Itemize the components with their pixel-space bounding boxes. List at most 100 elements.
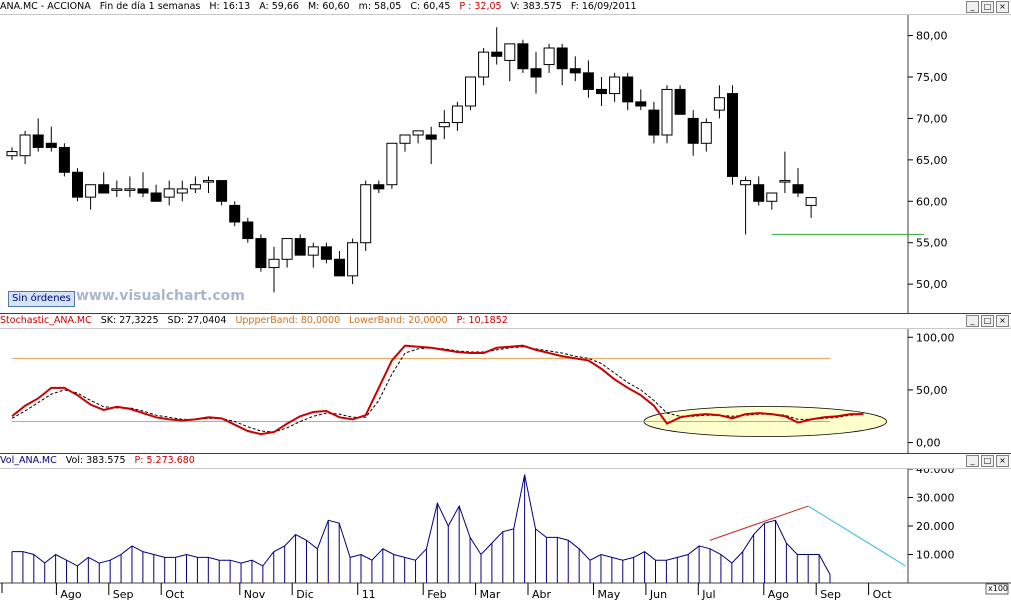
candle-body[interactable] <box>124 188 136 191</box>
stoch-minimize-button[interactable]: _ <box>966 315 979 327</box>
candle-body[interactable] <box>609 76 621 95</box>
candle-body[interactable] <box>6 151 18 157</box>
x-tick-label: Jun <box>649 588 667 601</box>
volume-panel: Vol_ANA.MC Vol: 383.575 P: 5.273.680 _ □… <box>0 453 1011 601</box>
close-button[interactable]: × <box>996 1 1009 13</box>
trend-down-line <box>807 505 906 567</box>
candle-body[interactable] <box>268 258 280 269</box>
stoch-name: Stochastic_ANA.MC <box>0 315 92 326</box>
candle-body[interactable] <box>805 197 817 206</box>
candle-body[interactable] <box>85 184 97 198</box>
x-tick-label: 11 <box>362 588 376 601</box>
candle-body[interactable] <box>386 142 398 186</box>
maximize-button[interactable]: □ <box>981 1 994 13</box>
vol-minimize-button[interactable]: _ <box>966 455 979 467</box>
candle-body[interactable] <box>176 188 188 194</box>
candle-body[interactable] <box>530 68 542 78</box>
candle-body[interactable] <box>307 246 319 256</box>
candle-body[interactable] <box>635 101 647 107</box>
candle-body[interactable] <box>543 47 555 66</box>
candle-body[interactable] <box>582 72 594 90</box>
x-tick-label: Ago <box>768 588 790 601</box>
candle-body[interactable] <box>622 76 634 103</box>
candle-body[interactable] <box>45 142 57 148</box>
price-ytick-label: 55,00 <box>916 237 948 250</box>
candle-body[interactable] <box>255 238 267 269</box>
candle-body[interactable] <box>347 242 359 277</box>
candle-body[interactable] <box>19 134 31 157</box>
candle-body[interactable] <box>98 184 110 194</box>
candle-body[interactable] <box>360 184 372 244</box>
candle-body[interactable] <box>150 192 162 202</box>
date-label: F: 16/09/2011 <box>570 1 637 12</box>
price-ytick-label: 75,00 <box>916 71 948 84</box>
price-ytick-label: 60,00 <box>916 195 948 208</box>
volume-chart[interactable]: 40.000 30.000 20.000 10.000 Ago Sep Oct Nov Dic 1… <box>0 469 1011 601</box>
candle-body[interactable] <box>740 180 752 186</box>
candle-body[interactable] <box>648 109 660 136</box>
candle-body[interactable] <box>72 171 83 198</box>
candle-body[interactable] <box>753 184 765 202</box>
candle-body[interactable] <box>111 188 123 191</box>
price-chart[interactable]: 80,00 75,00 70,00 65,00 60,00 55,00 50,00 <box>0 15 1011 313</box>
candle-body[interactable] <box>32 134 44 148</box>
max-label: M: 60,60 <box>307 1 350 12</box>
candle-body[interactable] <box>687 117 699 144</box>
min-label: m: 58,05 <box>358 1 402 12</box>
candle-body[interactable] <box>229 204 241 223</box>
scale-label: x100 <box>988 584 1008 593</box>
stochastic-chart[interactable]: 100,00 50,00 0,00 <box>0 329 1011 454</box>
candle-body[interactable] <box>58 146 70 173</box>
candle-body[interactable] <box>189 184 201 190</box>
candle-body[interactable] <box>569 68 581 74</box>
candle-body[interactable] <box>163 188 175 198</box>
candle-body[interactable] <box>700 122 712 144</box>
vol-ytick-label: 40.000 <box>916 469 955 476</box>
candle-body[interactable] <box>137 188 149 194</box>
candle-body[interactable] <box>713 97 725 111</box>
x-tick-label: Ago <box>60 588 82 601</box>
vol-close-button[interactable]: × <box>996 455 1009 467</box>
candle-body[interactable] <box>294 238 306 256</box>
candle-body[interactable] <box>491 51 503 57</box>
candle-body[interactable] <box>661 88 673 136</box>
stoch-close-button[interactable]: × <box>996 315 1009 327</box>
candle-body[interactable] <box>451 105 463 124</box>
candle-body[interactable] <box>779 180 791 183</box>
price-ytick-label: 50,00 <box>916 278 948 291</box>
price-ytick-label: 65,00 <box>916 154 948 167</box>
x-tick-label: Jul <box>701 588 715 601</box>
candle-body[interactable] <box>320 246 332 260</box>
candle-body[interactable] <box>216 180 228 202</box>
no-orders-button[interactable]: Sin órdenes <box>8 291 75 307</box>
minimize-button[interactable]: _ <box>966 1 979 13</box>
stoch-lower: LowerBand: 20,0000 <box>349 315 448 326</box>
candle-body[interactable] <box>242 221 254 240</box>
candle-body[interactable] <box>203 180 214 183</box>
candle-body[interactable] <box>373 184 385 190</box>
candle-body[interactable] <box>334 258 345 277</box>
candle-body[interactable] <box>766 192 778 202</box>
stoch-sk-line <box>11 344 864 436</box>
candle-body[interactable] <box>517 43 529 70</box>
candle-body[interactable] <box>727 93 738 177</box>
candle-body[interactable] <box>399 134 411 144</box>
vol-ytick-label: 10.000 <box>916 549 955 562</box>
price-ytick-label: 70,00 <box>916 112 948 125</box>
candle-body[interactable] <box>281 238 293 260</box>
candle-body[interactable] <box>438 122 450 128</box>
candle-body[interactable] <box>412 130 424 136</box>
candle-body[interactable] <box>465 76 476 107</box>
candle-body[interactable] <box>556 47 568 70</box>
stoch-maximize-button[interactable]: □ <box>981 315 994 327</box>
candle-body[interactable] <box>504 43 516 61</box>
watermark-text: www.visualchart.com <box>76 288 245 304</box>
candle-body[interactable] <box>596 88 607 95</box>
candle-body[interactable] <box>674 88 686 115</box>
price-ytick-label: 80,00 <box>916 30 948 43</box>
x-tick-label: Oct <box>165 588 185 601</box>
vol-maximize-button[interactable]: □ <box>981 455 994 467</box>
candle-body[interactable] <box>478 51 490 78</box>
candle-body[interactable] <box>425 134 437 140</box>
candle-body[interactable] <box>792 184 804 194</box>
